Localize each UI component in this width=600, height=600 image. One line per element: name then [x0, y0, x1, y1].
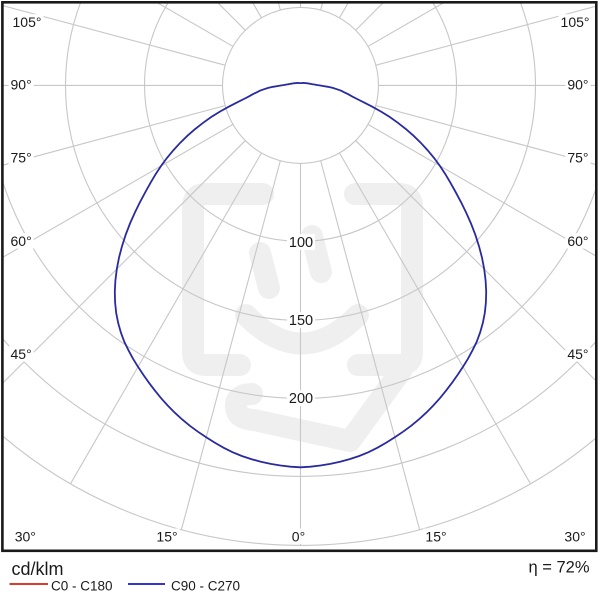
svg-text:75°: 75°: [567, 150, 588, 166]
svg-text:105°: 105°: [561, 14, 590, 30]
svg-text:C0 - C180: C0 - C180: [51, 579, 113, 594]
svg-text:60°: 60°: [567, 233, 588, 249]
svg-text:30°: 30°: [15, 528, 36, 544]
svg-text:15°: 15°: [425, 528, 446, 544]
svg-text:200: 200: [289, 391, 313, 407]
svg-text:0°: 0°: [292, 528, 305, 544]
svg-text:45°: 45°: [567, 346, 588, 362]
svg-text:C90 - C270: C90 - C270: [171, 579, 240, 594]
svg-text:15°: 15°: [156, 528, 177, 544]
svg-text:90°: 90°: [567, 77, 588, 93]
svg-text:150: 150: [289, 313, 313, 329]
svg-text:30°: 30°: [564, 528, 585, 544]
svg-text:45°: 45°: [11, 346, 32, 362]
svg-text:75°: 75°: [11, 150, 32, 166]
svg-text:η = 72%: η = 72%: [528, 559, 589, 577]
svg-text:100: 100: [289, 235, 313, 251]
svg-text:60°: 60°: [11, 233, 32, 249]
svg-text:90°: 90°: [11, 77, 32, 93]
svg-text:105°: 105°: [13, 14, 42, 30]
svg-text:cd/klm: cd/klm: [12, 559, 64, 579]
